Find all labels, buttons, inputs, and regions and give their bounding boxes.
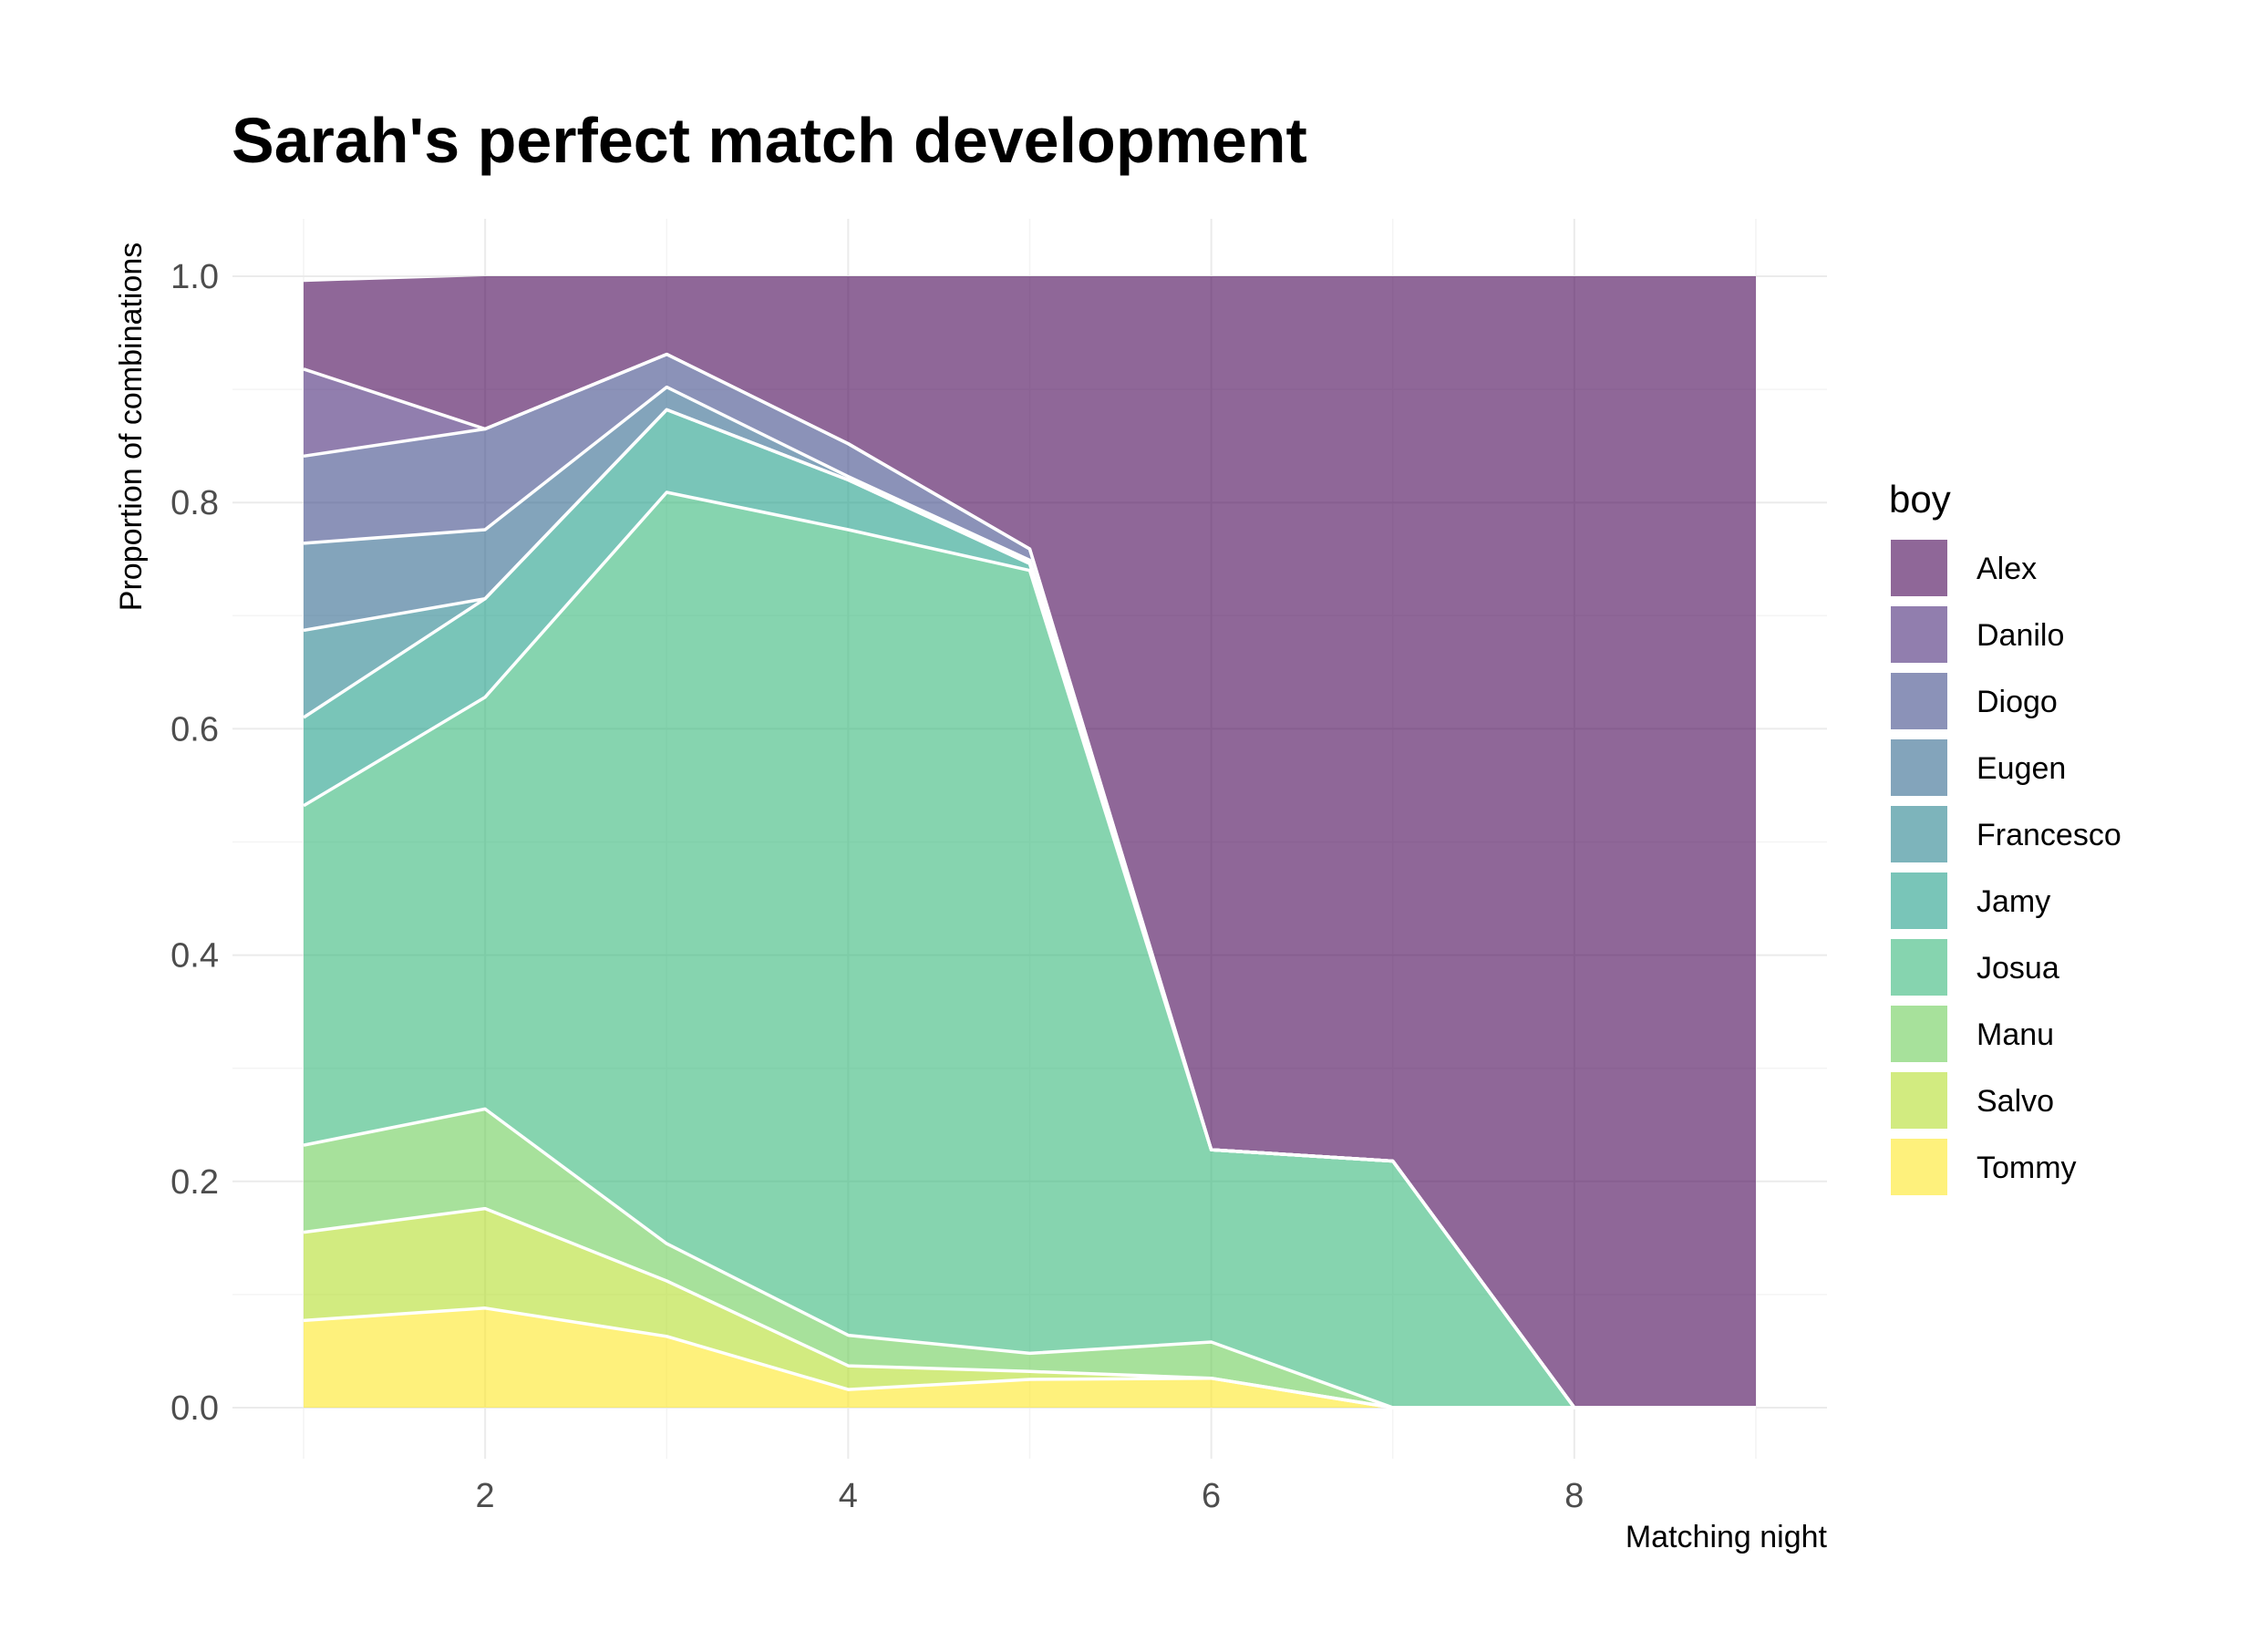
y-tick-label: 0.8 [170,484,219,522]
legend-label-salvo: Salvo [1976,1084,2054,1119]
boundary-danilo [303,352,1756,1409]
area-manu [304,1109,1756,1408]
x-tick-label: 8 [1564,1477,1584,1515]
y-axis-ticks: 0.0 0.2 0.4 0.6 0.8 1.0 [170,258,219,1428]
legend-key-francesco [1891,806,1947,862]
legend-key-jamy [1891,872,1947,929]
x-tick-label: 4 [839,1477,858,1515]
legend-label-tommy: Tommy [1976,1151,2077,1185]
legend-key-tommy [1891,1139,1947,1195]
y-tick-label: 0.6 [170,710,219,749]
y-tick-label: 1.0 [170,258,219,296]
legend-label-josua: Josua [1976,951,2059,986]
legend-key-josua [1891,939,1947,996]
y-tick-label: 0.0 [170,1389,219,1428]
x-tick-label: 2 [476,1477,495,1515]
legend-label-eugen: Eugen [1976,751,2066,786]
legend-label-danilo: Danilo [1976,618,2064,653]
x-axis-label: Matching night [1626,1520,1828,1554]
legend-key-eugen [1891,739,1947,796]
y-tick-label: 0.4 [170,937,219,976]
legend: boy Alex Danilo Diogo Eugen Francesco Jamy Jos… [1889,478,2121,1195]
legend-key-salvo [1891,1072,1947,1129]
area-salvo [304,1208,1756,1408]
chart-title: Sarah's perfect match development [232,105,1307,176]
legend-title: boy [1889,478,1951,521]
legend-key-alex [1891,540,1947,596]
area-josua [304,492,1756,1408]
legend-key-manu [1891,1006,1947,1062]
legend-label-manu: Manu [1976,1017,2054,1052]
area-alex [304,276,1756,1408]
legend-label-jamy: Jamy [1976,884,2050,919]
legend-label-alex: Alex [1976,552,2037,586]
boundary-manu [303,1107,1756,1409]
series-outlines [303,352,1756,1409]
area-diogo [304,354,1756,1409]
y-tick-label: 0.2 [170,1163,219,1202]
y-axis-label: Proportion of combinations [114,243,149,611]
area-tommy [304,1307,1756,1408]
legend-key-danilo [1891,606,1947,663]
legend-label-francesco: Francesco [1976,818,2121,852]
series-areas [304,276,1756,1409]
legend-items: Alex Danilo Diogo Eugen Francesco Jamy Josua Ma… [1891,540,2121,1195]
legend-label-diogo: Diogo [1976,685,2058,719]
x-tick-label: 6 [1202,1477,1221,1515]
legend-key-diogo [1891,673,1947,729]
x-axis-ticks: 2 4 6 8 [476,1477,1584,1515]
